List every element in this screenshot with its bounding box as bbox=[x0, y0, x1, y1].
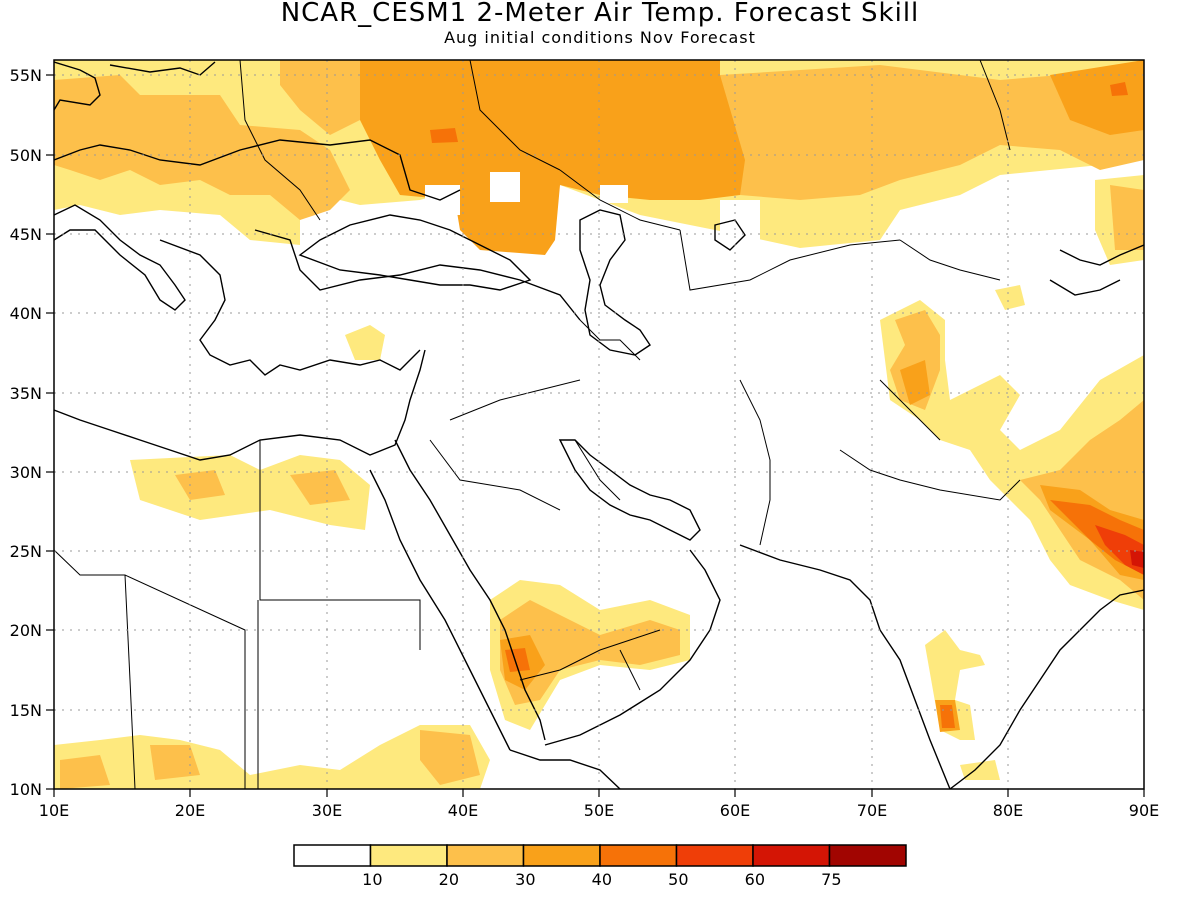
shade-turkey bbox=[345, 325, 385, 360]
legend-swatch bbox=[446, 844, 525, 867]
shade-russia-west bbox=[360, 60, 745, 255]
shade-bangladesh-6 bbox=[1130, 550, 1144, 568]
lat-tick-label: 10N bbox=[10, 780, 42, 799]
lon-tick-label: 60E bbox=[720, 801, 750, 820]
tick-marks bbox=[46, 74, 1145, 797]
legend-label: 30 bbox=[515, 870, 535, 889]
lon-tick-label: 70E bbox=[857, 801, 887, 820]
lat-tick-label: 45N bbox=[10, 225, 42, 244]
shade-china-ne-2 bbox=[1110, 185, 1144, 250]
lon-tick-label: 40E bbox=[448, 801, 478, 820]
shade-russia-spot bbox=[430, 128, 458, 143]
shade-russia-east bbox=[720, 60, 1144, 200]
shade-tibet bbox=[995, 285, 1025, 310]
shade-arabia-2 bbox=[500, 600, 680, 705]
shade-india-tip bbox=[960, 760, 1000, 780]
lat-tick-label: 15N bbox=[10, 701, 42, 720]
legend-label: 40 bbox=[592, 870, 612, 889]
legend-label: 10 bbox=[362, 870, 382, 889]
lat-tick-label: 50N bbox=[10, 146, 42, 165]
lon-tick-label: 90E bbox=[1129, 801, 1159, 820]
shade-nafrica-2 bbox=[175, 470, 225, 500]
lon-tick-label: 30E bbox=[312, 801, 342, 820]
legend-label: 60 bbox=[745, 870, 765, 889]
legend-swatch bbox=[599, 844, 678, 867]
lat-tick-label: 25N bbox=[10, 542, 42, 561]
borders bbox=[54, 60, 1021, 789]
shade-eafrica-4 bbox=[60, 755, 110, 789]
lat-tick-label: 35N bbox=[10, 384, 42, 403]
shade-russia-spot2 bbox=[1110, 82, 1128, 96]
map-subtitle: Aug initial conditions Nov Forecast bbox=[444, 28, 756, 47]
lon-tick-label: 50E bbox=[584, 801, 614, 820]
legend-swatch bbox=[293, 844, 372, 867]
lat-labels: 10N 15N 20N 25N 30N 35N 40N 45N 50N 55N bbox=[10, 66, 42, 799]
shade-russia-far bbox=[1050, 60, 1144, 135]
shade-india-sw-4 bbox=[940, 705, 955, 728]
shade-europe-mid bbox=[54, 75, 350, 220]
skill-shading bbox=[54, 60, 1144, 789]
map-title: NCAR_CESM1 2-Meter Air Temp. Forecast Sk… bbox=[280, 0, 920, 28]
legend-label: 20 bbox=[439, 870, 459, 889]
shade-eafrica-2 bbox=[150, 745, 200, 780]
shade-eafrica-3 bbox=[420, 730, 480, 785]
lon-labels: 10E 20E 30E 40E 50E 60E 70E 80E 90E bbox=[39, 801, 1159, 820]
legend-swatch bbox=[369, 844, 448, 867]
lon-tick-label: 10E bbox=[39, 801, 69, 820]
color-legend: 10 20 30 40 50 60 75 bbox=[293, 844, 907, 889]
lat-tick-label: 40N bbox=[10, 304, 42, 323]
lat-tick-label: 30N bbox=[10, 463, 42, 482]
shade-europe-east bbox=[280, 60, 360, 135]
legend-label: 75 bbox=[821, 870, 841, 889]
legend-swatch bbox=[828, 844, 907, 867]
shade-yemen-4 bbox=[505, 648, 530, 672]
coastlines bbox=[54, 61, 1144, 789]
lon-tick-label: 80E bbox=[993, 801, 1023, 820]
legend-swatch bbox=[752, 844, 831, 867]
lat-tick-label: 20N bbox=[10, 621, 42, 640]
lon-tick-label: 20E bbox=[175, 801, 205, 820]
legend-swatch bbox=[675, 844, 754, 867]
legend-label: 50 bbox=[668, 870, 688, 889]
legend-swatch bbox=[522, 844, 601, 867]
grid-lines bbox=[54, 60, 1144, 789]
shade-pakistan-3 bbox=[900, 360, 930, 405]
shade-nafrica-3 bbox=[290, 470, 350, 505]
lat-tick-label: 55N bbox=[10, 66, 42, 85]
